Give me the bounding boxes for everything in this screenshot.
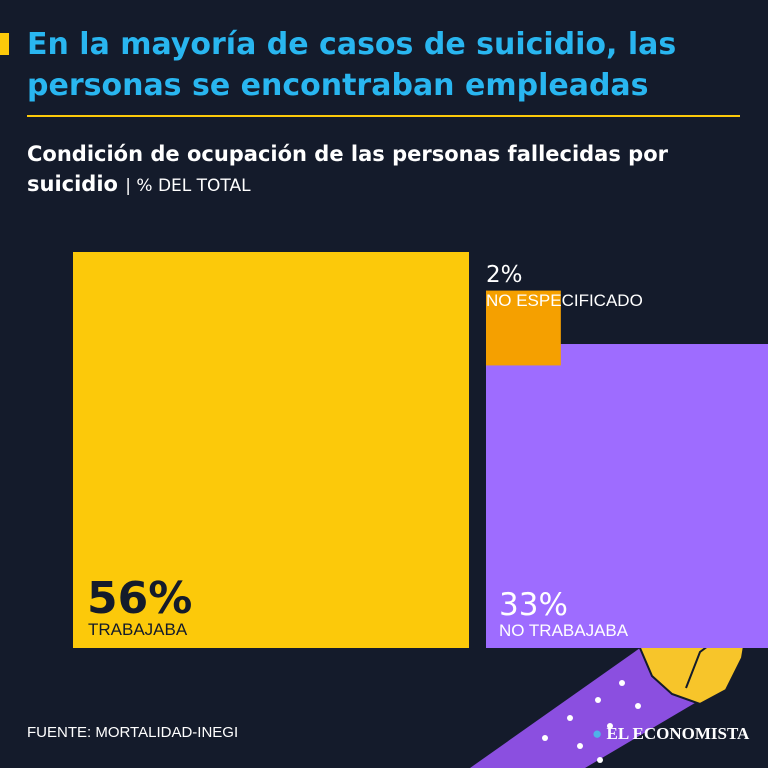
title-marker [0, 33, 9, 55]
square-no-trabajaba [486, 344, 768, 648]
title-divider [27, 115, 740, 117]
lower-sleeve [470, 648, 700, 768]
logo-text: EL ECONOMISTA [606, 724, 750, 743]
square-trabajaba [73, 252, 469, 648]
category-label-no-especificado: NO ESPECIFICADO [486, 291, 643, 310]
value-label-trabajaba: 56% [87, 573, 192, 624]
value-label-no-trabajaba: 33% [499, 587, 568, 623]
chart-subtitle: Condición de ocupación de las personas f… [27, 139, 747, 201]
value-label-no-especificado: 2% [486, 262, 523, 288]
source-note: FUENTE: MORTALIDAD-INEGI [27, 724, 239, 741]
square-no-especificado [486, 290, 561, 366]
brand-logo: ● EL ECONOMISTA [592, 724, 749, 744]
page-title: En la mayoría de casos de suicidio, las … [27, 27, 677, 103]
category-label-no-trabajaba: NO TRABAJABA [499, 621, 629, 640]
category-label-trabajaba: TRABAJABA [88, 620, 188, 639]
subtitle-text: Condición de ocupación de las personas f… [27, 142, 668, 196]
unit-label: | % DEL TOTAL [125, 176, 251, 196]
logo-icon: ● [592, 724, 603, 743]
